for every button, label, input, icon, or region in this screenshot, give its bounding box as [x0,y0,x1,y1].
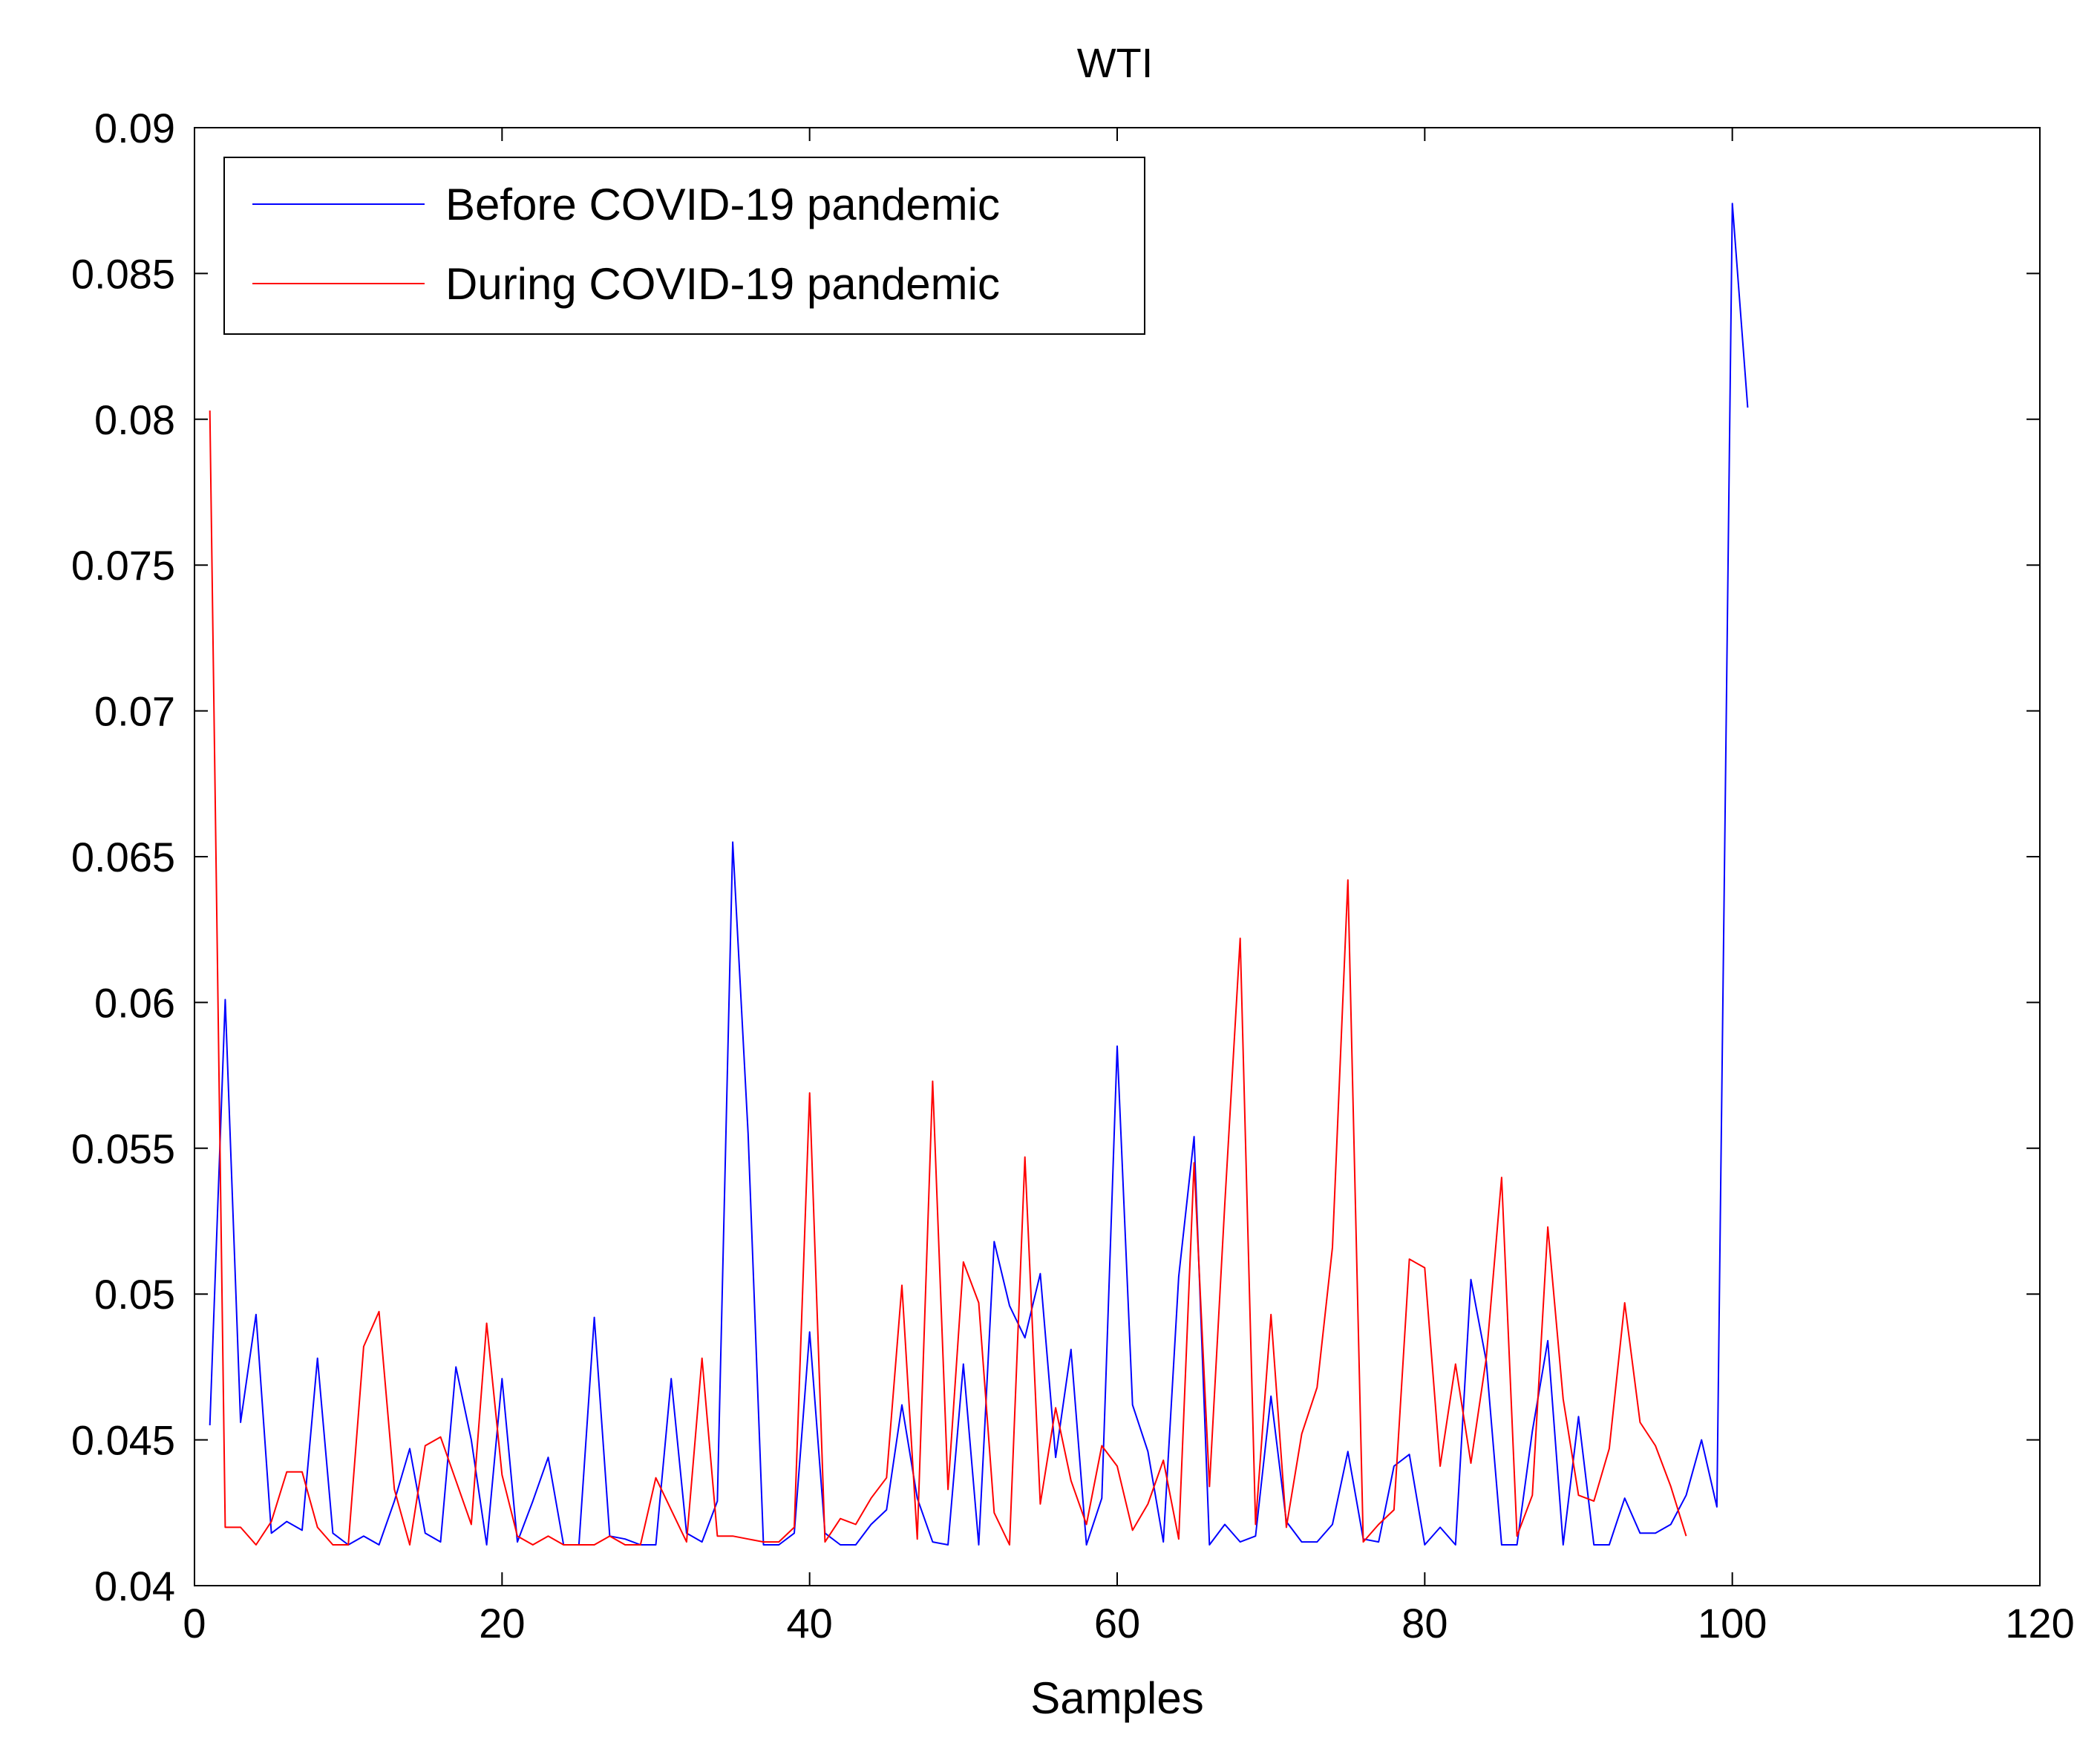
x-tick-label: 60 [1094,1600,1140,1647]
legend-box [223,157,1145,335]
plot-area [194,127,2041,1586]
y-tick-label: 0.065 [71,834,175,880]
series-layer [209,203,1749,1546]
y-tick-label: 0.07 [94,688,175,735]
legend-label-before: Before COVID-19 pandemic [445,180,1000,229]
y-tick-label: 0.05 [94,1271,175,1318]
x-tick-label: 40 [787,1600,833,1647]
axis-ticks: 0 20 40 60 80 100 120 0.04 0.045 0.05 0.055 0.06 0.0… [71,105,2075,1647]
y-tick-label: 0.045 [71,1417,175,1464]
y-tick-label: 0.085 [71,250,175,297]
y-tick-label: 0.055 [71,1125,175,1172]
x-tick-label: 80 [1401,1600,1448,1647]
legend-label-during: During COVID-19 pandemic [445,259,1000,309]
y-tick-label: 0.06 [94,979,175,1026]
y-tick-label: 0.04 [94,1563,175,1609]
x-tick-label: 100 [1698,1600,1767,1647]
y-tick-label: 0.09 [94,105,175,151]
x-tick-label: 120 [2005,1600,2074,1647]
series-line-1 [209,410,1687,1546]
chart-title: WTI [1077,39,1154,86]
y-tick-label: 0.075 [71,542,175,589]
x-tick-label: 0 [183,1600,206,1647]
y-tick-label: 0.08 [94,396,175,443]
x-tick-label: 20 [479,1600,525,1647]
legend: Before COVID-19 pandemic During COVID-19… [223,157,1145,335]
x-axis-label: Samples [1030,1673,1203,1723]
series-line-0 [209,203,1749,1546]
